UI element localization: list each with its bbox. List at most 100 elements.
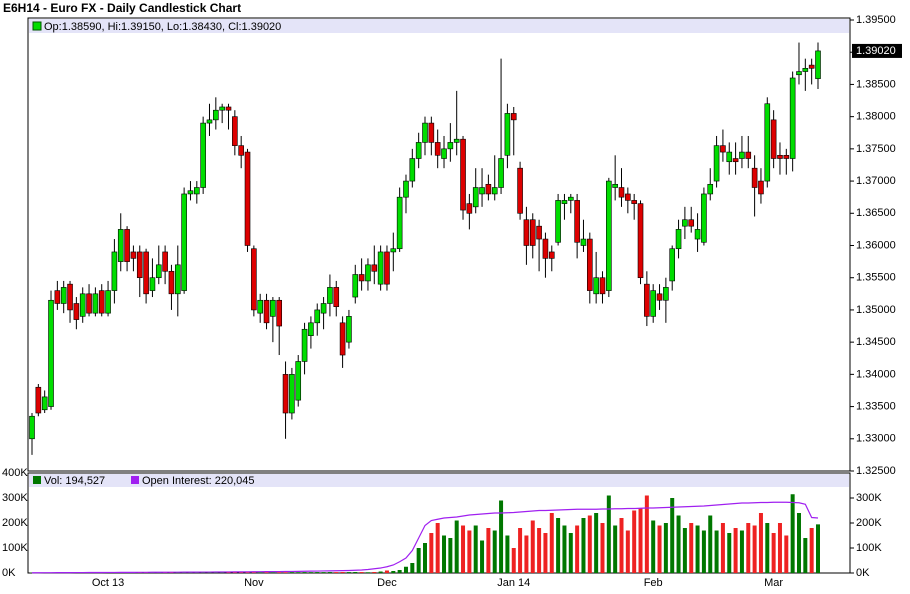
candle-body xyxy=(675,229,682,250)
candle-body xyxy=(536,225,542,240)
volume-bar xyxy=(689,523,694,573)
candle-body xyxy=(206,119,213,124)
candle-body xyxy=(612,183,618,188)
volume-bar xyxy=(777,523,782,573)
last-price-box xyxy=(852,43,902,58)
volume-tick-label-right: 100K xyxy=(856,542,882,554)
candle-body xyxy=(789,77,796,159)
candle-body xyxy=(105,290,111,314)
legend-swatch xyxy=(32,21,42,31)
volume-bar xyxy=(758,513,763,573)
volume-bar xyxy=(473,525,478,573)
volume-bar xyxy=(226,572,231,573)
volume-bar xyxy=(790,494,795,573)
volume-bar xyxy=(340,572,345,573)
legend-swatch xyxy=(131,476,139,484)
volume-bar xyxy=(429,533,434,573)
chart-title: E6H14 - Euro FX - Daily Candlestick Char… xyxy=(3,1,241,15)
candle-body xyxy=(35,386,42,414)
volume-bar xyxy=(283,572,288,573)
candle-body xyxy=(92,293,99,314)
volume-bar xyxy=(816,524,820,573)
candle-body xyxy=(403,180,409,198)
candle-body xyxy=(251,248,257,311)
volume-bar xyxy=(682,528,687,573)
volume-tick-label: 300K xyxy=(2,492,28,504)
volume-bar xyxy=(302,572,307,573)
candle-body xyxy=(371,264,378,272)
candle-body xyxy=(517,167,523,214)
candle-body xyxy=(257,299,263,314)
volume-bar xyxy=(752,525,757,573)
candle-body xyxy=(181,193,187,291)
volume-bar xyxy=(568,533,573,573)
volume-bar xyxy=(251,572,256,573)
volume-bar xyxy=(676,515,681,573)
volume-bar xyxy=(372,572,377,573)
volume-tick-label: 0K xyxy=(2,567,16,579)
volume-bar xyxy=(613,525,618,573)
x-tick-label: Jan 14 xyxy=(497,577,530,589)
volume-bar xyxy=(518,528,523,573)
candle-body xyxy=(726,151,733,163)
candle-body xyxy=(136,251,143,279)
y-tick-label: 1.39500 xyxy=(856,14,896,26)
candle-body xyxy=(625,193,631,201)
candle-body xyxy=(542,238,549,259)
open-interest-line xyxy=(31,501,819,574)
volume-bar xyxy=(499,500,504,573)
price-panel xyxy=(27,17,851,472)
volume-bar xyxy=(378,571,383,573)
volume-tick-label: 400K xyxy=(2,467,28,479)
volume-bar xyxy=(442,535,447,573)
y-tick-label: 1.38000 xyxy=(856,111,896,123)
candle-body xyxy=(352,274,359,298)
volume-bar xyxy=(239,572,244,573)
volume-bar xyxy=(784,535,789,573)
volume-bar xyxy=(308,572,313,573)
candle-body xyxy=(815,50,821,79)
volume-bar xyxy=(695,525,700,573)
volume-bar xyxy=(423,543,427,573)
volume-bar xyxy=(334,572,339,573)
volume-bar xyxy=(701,530,706,573)
candle-body xyxy=(504,113,511,156)
y-tick-label: 1.35000 xyxy=(856,304,896,316)
candle-body xyxy=(282,374,289,414)
volume-bar xyxy=(594,513,599,573)
candle-body xyxy=(777,155,783,159)
volume-bar xyxy=(720,523,725,573)
candle-body xyxy=(149,277,156,291)
volume-bar xyxy=(410,563,415,573)
volume-bar xyxy=(365,572,370,573)
candle-body xyxy=(599,277,606,295)
y-tick-label: 1.37500 xyxy=(856,143,896,155)
volume-bar xyxy=(714,530,719,573)
candle-body xyxy=(358,274,365,282)
x-tick-label: Mar xyxy=(764,577,783,589)
candle-body xyxy=(701,193,707,243)
last-price-label: 1.39020 xyxy=(856,45,896,57)
candle-body xyxy=(739,151,745,159)
volume-bar xyxy=(543,533,548,573)
volume-bar xyxy=(454,520,459,573)
volume-bar xyxy=(264,572,269,573)
candle-body xyxy=(574,200,580,243)
candle-body xyxy=(143,251,149,295)
volume-bar xyxy=(556,518,561,573)
candle-body xyxy=(48,299,54,407)
volume-tick-label-right: 300K xyxy=(856,492,882,504)
candle-body xyxy=(555,200,561,243)
volume-bar xyxy=(327,572,332,573)
y-tick-label: 1.34500 xyxy=(856,336,896,348)
candle-body xyxy=(29,415,35,440)
volume-bar xyxy=(644,495,649,573)
y-tick-label: 1.37000 xyxy=(856,175,896,187)
candle-body xyxy=(732,158,739,163)
candle-body xyxy=(244,151,251,246)
candle-body xyxy=(289,374,295,414)
candle-body xyxy=(783,155,790,159)
volume-bar xyxy=(796,513,801,573)
candle-body xyxy=(707,183,714,195)
volume-bar xyxy=(727,533,732,573)
